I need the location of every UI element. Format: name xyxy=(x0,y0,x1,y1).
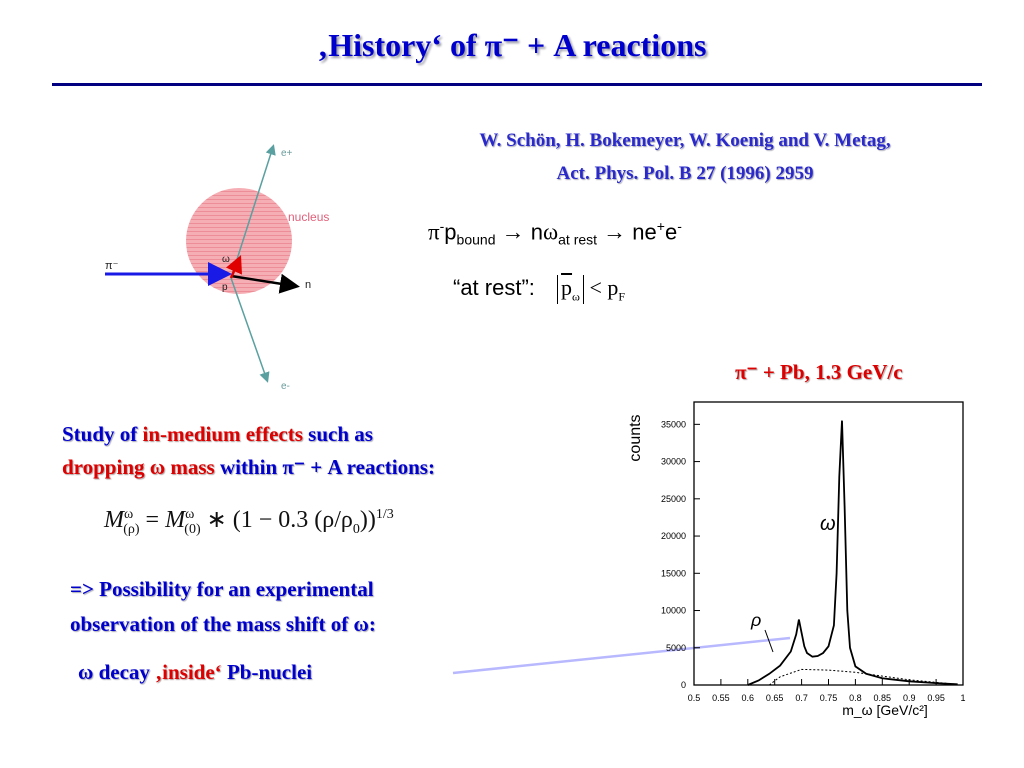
formula-rho0-sub: 0 xyxy=(352,521,360,537)
data-series-background xyxy=(768,668,958,686)
pi-symbol: π xyxy=(428,219,440,245)
nucleus-label: nucleus xyxy=(288,210,329,224)
y-tick-label: 25000 xyxy=(661,494,686,504)
pb-nuclei: Pb-nuclei xyxy=(221,660,313,684)
fermi-subscript: F xyxy=(618,289,626,304)
x-axis-label: m_ω [GeV/c²] xyxy=(842,702,928,718)
title-underline xyxy=(52,83,982,86)
possibility-text: => Possibility for an experimental obser… xyxy=(70,572,376,642)
formula-m: M xyxy=(104,507,124,533)
y-tick-label: 10000 xyxy=(661,606,686,616)
electron-symbol: e xyxy=(664,219,678,245)
pi-minus-label: π⁻ xyxy=(105,260,119,272)
x-tick-label: 0.85 xyxy=(874,693,892,703)
e-plus-label: e+ xyxy=(281,148,293,159)
proton-symbol: p xyxy=(444,219,457,245)
x-tick-label: 0.95 xyxy=(927,693,945,703)
momentum-condition: pω < pF xyxy=(557,275,626,305)
chart-title: π⁻ + Pb, 1.3 GeV/c xyxy=(735,360,903,384)
e-minus-label: e- xyxy=(281,381,290,392)
decay-text: ω decay ‚inside‘ Pb-nuclei xyxy=(78,660,312,685)
rho-pointer xyxy=(764,629,774,653)
y-axis-label: counts xyxy=(627,414,644,461)
x-tick-label: 0.8 xyxy=(849,693,862,703)
omega-arrow xyxy=(225,255,243,279)
inside-word: ‚inside‘ xyxy=(155,660,222,684)
x-tick-label: 0.55 xyxy=(712,693,730,703)
formula-sup: ω xyxy=(124,507,134,522)
formula-sub-0: (0) xyxy=(184,521,201,537)
y-tick-label: 20000 xyxy=(661,531,686,541)
study-prefix: Study of xyxy=(62,422,143,446)
possibility-line-1: => Possibility for an experimental xyxy=(70,577,374,601)
pi-charge: - xyxy=(439,218,445,234)
dropping-omega-mass: dropping ω mass xyxy=(62,455,215,479)
e-minus-track xyxy=(230,277,270,383)
formula-m0: M xyxy=(165,507,186,533)
momentum-vector: p xyxy=(561,275,573,300)
y-tick-label: 5000 xyxy=(666,643,686,653)
formula-close: )) xyxy=(359,507,376,533)
possibility-line-2: observation of the mass shift of ω: xyxy=(70,612,376,636)
x-tick-label: 0.75 xyxy=(820,693,838,703)
study-suffix: within π⁻ + A reactions: xyxy=(214,455,435,479)
formula-body: ∗ (1 − 0.3 (ρ/ρ xyxy=(200,507,353,533)
x-tick-label: 1 xyxy=(960,693,965,703)
at-rest-label: “at rest”: xyxy=(453,275,535,300)
x-tick-label: 0.9 xyxy=(903,693,916,703)
neutron-label: n xyxy=(305,279,311,291)
at-rest-condition: “at rest”: pω < pF xyxy=(453,275,626,305)
electron-charge: - xyxy=(677,218,682,234)
formula-equals: = xyxy=(139,507,166,533)
x-tick-label: 0.6 xyxy=(742,693,755,703)
bound-subscript: bound xyxy=(456,231,496,248)
omega-symbol: ω xyxy=(542,219,559,245)
x-tick-label: 0.7 xyxy=(795,693,808,703)
reaction-equation: π-pbound → nωat rest → ne+e- xyxy=(428,218,682,248)
y-tick-label: 30000 xyxy=(661,457,686,467)
arrow-symbol-2: → xyxy=(603,219,627,245)
positron-charge: + xyxy=(656,218,665,234)
formula-sub-rho: (ρ) xyxy=(123,521,140,537)
annotation-rho: ρ xyxy=(750,610,761,630)
reference-journal: Act. Phys. Pol. B 27 (1996) 2959 xyxy=(556,163,814,184)
reaction-diagram: e+ nucleus π⁻ ω p n e- xyxy=(105,144,329,392)
mass-formula: Mω(ρ) = Mω(0) ∗ (1 − 0.3 (ρ/ρ0))1/3 xyxy=(104,505,394,538)
mass-spectrum-chart: 0 5000 10000 15000 20000 25000 30000 35000 0.5 0… xyxy=(627,401,966,718)
momentum-abs: pω xyxy=(557,275,584,305)
study-such-as: such as xyxy=(302,422,373,446)
y-tick-label: 0 xyxy=(681,680,686,690)
x-tick-label: 0.65 xyxy=(766,693,784,703)
omega-label: ω xyxy=(222,254,230,265)
formula-power: 1/3 xyxy=(375,507,394,522)
plot-frame xyxy=(693,401,964,686)
momentum-subscript: ω xyxy=(572,289,580,304)
data-series-main xyxy=(747,420,958,686)
formula-sup-0: ω xyxy=(185,507,195,522)
annotation-omega: ω xyxy=(820,513,836,535)
reference-authors: W. Schön, H. Bokemeyer, W. Koenig and V.… xyxy=(479,130,891,151)
x-tick-label: 0.5 xyxy=(688,693,701,703)
y-tick-label: 35000 xyxy=(661,419,686,429)
neutron-symbol: n xyxy=(530,219,543,245)
neutron-arrow xyxy=(230,273,300,294)
fermi-momentum: < p xyxy=(583,275,619,300)
y-tick-label: 15000 xyxy=(661,568,686,578)
omega-decay: ω decay xyxy=(78,660,156,684)
study-text: Study of in-medium effects such as dropp… xyxy=(62,418,435,484)
arrow-symbol: → xyxy=(501,219,525,245)
proton-label: p xyxy=(222,282,228,293)
slide-title: ‚History‘ of π⁻ + A reactions xyxy=(317,27,707,63)
in-medium-effects: in-medium effects xyxy=(142,422,303,446)
at-rest-subscript: at rest xyxy=(558,231,598,248)
final-state-ne: ne xyxy=(632,219,657,245)
